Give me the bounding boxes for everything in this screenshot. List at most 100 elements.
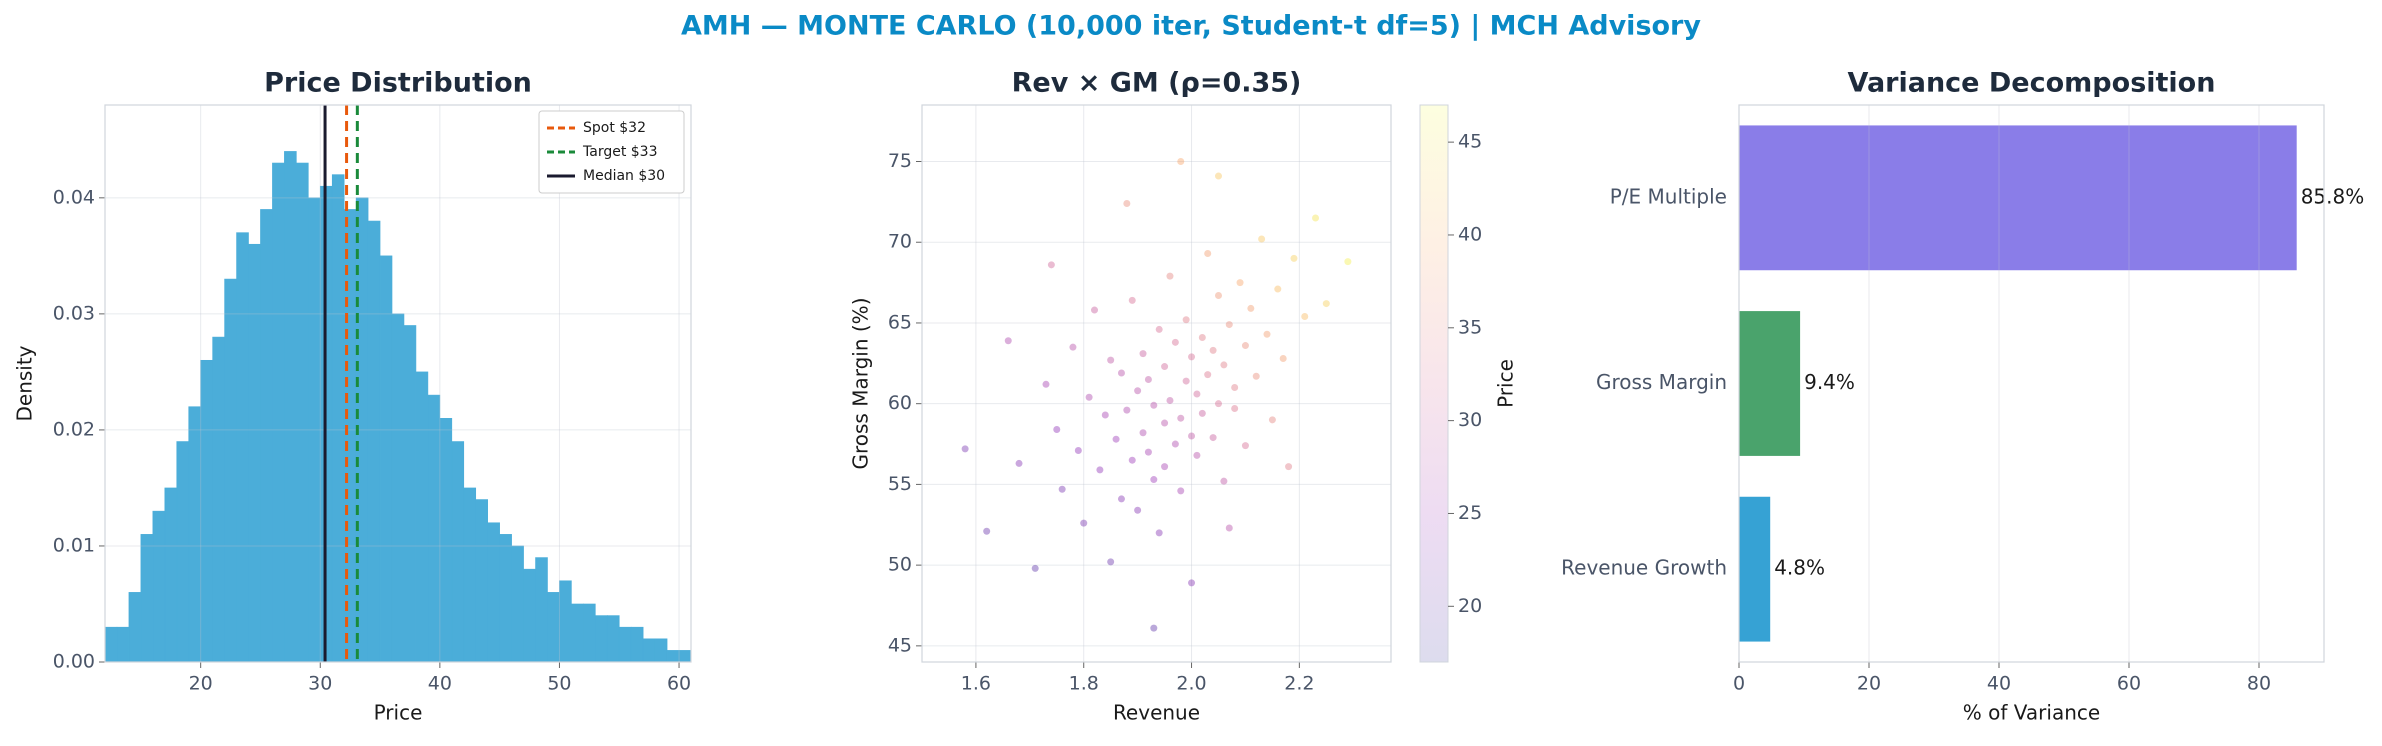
scatter-point [1198, 333, 1206, 341]
scatter-point [1004, 337, 1012, 345]
scatter-point [1263, 330, 1271, 338]
histogram-bar [511, 545, 524, 663]
scatter-point [1322, 300, 1330, 308]
scatter-point [1209, 346, 1217, 354]
scatter-point [1058, 485, 1066, 493]
scatter-point [1091, 306, 1099, 314]
x-axis-label: % of Variance [1963, 701, 2100, 725]
scatter-point [1128, 296, 1136, 304]
histogram-bar [224, 278, 237, 663]
histogram-bar [212, 336, 225, 663]
histogram-bar [367, 220, 381, 663]
scatter-point [1161, 419, 1169, 427]
scatter-point [1150, 624, 1158, 632]
scatter-point [1123, 406, 1131, 414]
histogram-bar [487, 522, 500, 663]
y-tick-label: 55 [888, 473, 912, 495]
scatter-point [983, 527, 991, 535]
scatter-point [1166, 396, 1174, 404]
value-label: 4.8% [1774, 556, 1825, 580]
colorbar-tick-label: 45 [1458, 131, 1482, 153]
x-tick-label: 1.8 [1069, 673, 1099, 695]
category-label: Gross Margin [1596, 370, 1727, 394]
legend-label: Spot $32 [583, 120, 646, 136]
scatter-point [1268, 416, 1276, 424]
histogram-bar [272, 162, 285, 663]
histogram-bar [618, 626, 632, 663]
histogram-bar [678, 650, 692, 663]
x-tick-label: 20 [189, 673, 213, 695]
x-tick-label: 2.0 [1176, 673, 1206, 695]
category-label: Revenue Growth [1561, 556, 1727, 580]
histogram-bar [248, 243, 261, 663]
histogram-bar [200, 359, 213, 663]
legend-label: Target $33 [582, 144, 657, 160]
colorbar-tick-label: 20 [1458, 595, 1482, 617]
x-tick-label: 0 [1733, 673, 1745, 695]
histogram-bar [140, 534, 154, 663]
histogram-bar [176, 441, 190, 663]
scatter-point [1144, 448, 1152, 456]
scatter-point [1225, 524, 1233, 532]
scatter-point [1241, 442, 1249, 450]
colorbar-tick-label: 30 [1458, 409, 1482, 431]
histogram-bar [666, 650, 680, 663]
x-tick-label: 50 [547, 673, 571, 695]
colorbar-label: Price [1494, 359, 1518, 408]
scatter-point [1193, 390, 1201, 398]
y-tick-label: 65 [888, 311, 912, 333]
scatter-point [1150, 401, 1158, 409]
scatter-point [1225, 321, 1233, 329]
scatter-point [1290, 254, 1298, 262]
scatter-point [961, 445, 969, 453]
histogram-bar [499, 534, 512, 663]
scatter-point [1247, 304, 1255, 312]
scatter-point [1182, 316, 1190, 324]
colorbar-tick-label: 35 [1458, 316, 1482, 338]
y-tick-label: 75 [888, 150, 912, 172]
scatter-point [1107, 356, 1115, 364]
scatter-point [1236, 279, 1244, 287]
scatter-point [1177, 487, 1185, 495]
scatter-point [1117, 495, 1125, 503]
scatter-point [1198, 409, 1206, 417]
histogram-bar [463, 487, 477, 663]
histogram-bar [188, 406, 201, 663]
histogram-bar [606, 615, 620, 663]
scatter-point [1204, 250, 1212, 258]
x-tick-label: 30 [308, 673, 332, 695]
scatter-point [1080, 519, 1088, 527]
histogram-bar [427, 394, 441, 663]
y-tick-label: 0.03 [53, 302, 95, 324]
scatter-point [1301, 312, 1309, 320]
histogram-bar [547, 592, 560, 663]
scatter-point [1274, 285, 1282, 293]
scatter-point [1166, 272, 1174, 280]
y-tick-label: 0.04 [53, 186, 95, 208]
scatter-point [1171, 338, 1179, 346]
scatter-point [1231, 405, 1239, 413]
scatter-point [1134, 506, 1142, 514]
histogram-bar [104, 626, 118, 663]
bar [1739, 496, 1771, 642]
axes-frame [1738, 104, 2325, 663]
scatter-point [1214, 172, 1222, 180]
scatter-point [1096, 466, 1104, 474]
scatter-point [1150, 476, 1158, 484]
y-tick-label: 50 [888, 554, 912, 576]
scatter-point [1204, 371, 1212, 379]
scatter-point [1171, 440, 1179, 448]
scatter-point [1144, 375, 1152, 383]
chart-title: Price Distribution [264, 68, 532, 99]
histogram-bar [451, 441, 465, 663]
colorbar [1419, 104, 1449, 663]
scatter-point [1231, 384, 1239, 392]
scatter-point [1139, 350, 1147, 358]
scatter-point [1101, 411, 1109, 419]
scatter-point [1220, 361, 1228, 369]
value-label: 9.4% [1804, 370, 1855, 394]
histogram-bar [128, 592, 142, 663]
histogram-bar [642, 638, 656, 663]
histogram-bar [236, 232, 249, 663]
